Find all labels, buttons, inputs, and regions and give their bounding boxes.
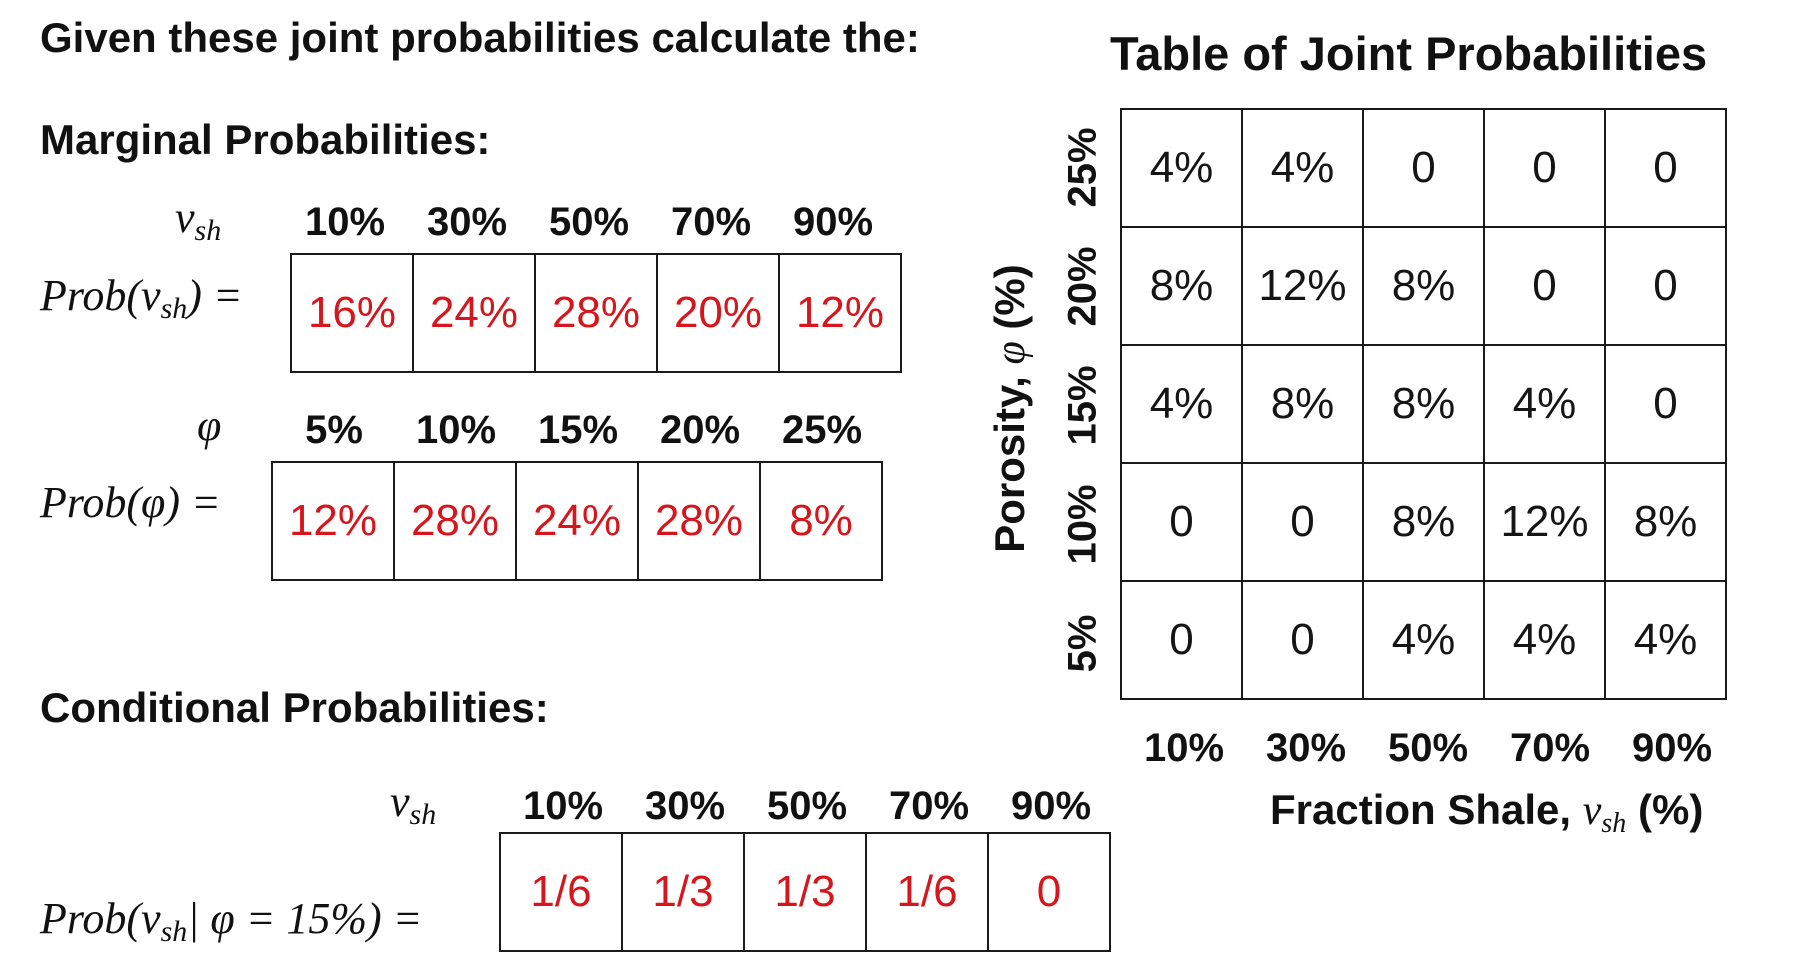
phi-marginal-table: 12% 28% 24% 28% 8% [271,461,883,581]
cond-header: 90% [1010,784,1092,828]
conditional-cell: 1/3 [621,832,745,952]
joint-cell: 4% [1604,580,1727,700]
joint-cell: 0 [1483,108,1606,228]
phi-symbol: φ [197,401,222,450]
x-tick: 50% [1387,726,1469,770]
conditional-cell: 1/6 [865,832,989,952]
joint-cell: 4% [1483,580,1606,700]
marginal-heading: Marginal Probabilities: [40,116,491,163]
vsh-header: 90% [792,200,874,244]
joint-cell: 8% [1604,462,1727,582]
vsh-marginal-table: 16% 24% 28% 20% 12% [290,253,902,373]
cond-vsh-symbol: vsh [390,777,437,831]
cond-header: 50% [766,784,848,828]
phi-header: 20% [659,408,741,452]
cond-header: 30% [644,784,726,828]
joint-cell: 4% [1120,344,1243,464]
joint-y-axis-label: Porosity, φ (%) [985,263,1034,553]
phi-headers: 5% 10% 15% 20% 25% [273,408,883,453]
y-tick: 25% [1060,127,1105,208]
x-tick: 90% [1631,726,1713,770]
joint-cell: 12% [1241,226,1364,346]
vsh-marginal-cell: 28% [534,253,658,373]
conditional-table: 1/6 1/3 1/3 1/6 0 [499,832,1111,952]
vsh-prob-label: Prob(vsh) = [40,271,243,325]
phi-marginal-cell: 28% [393,461,517,581]
y-tick: 20% [1060,246,1105,327]
phi-header: 15% [537,408,619,452]
cond-header: 70% [888,784,970,828]
joint-y-ticks: 25% 20% 15% 10% 5% [1054,108,1112,703]
phi-marginal-cell: 8% [759,461,883,581]
x-tick: 70% [1509,726,1591,770]
phi-marginal-cell: 28% [637,461,761,581]
vsh-marginal-cell: 16% [290,253,414,373]
cond-prob-label: Prob(vsh| φ = 15%) = [40,894,423,948]
vsh-symbol: vsh [175,193,222,247]
conditional-heading: Conditional Probabilities: [40,684,549,731]
cond-headers: 10% 30% 50% 70% 90% [502,784,1112,829]
joint-cell: 4% [1120,108,1243,228]
joint-cell: 8% [1241,344,1364,464]
phi-header: 5% [305,408,363,452]
joint-row: 8% 12% 8% 0 0 [1120,226,1727,346]
y-tick: 15% [1060,365,1105,446]
joint-row: 4% 4% 0 0 0 [1120,108,1727,228]
phi-marginal-cell: 24% [515,461,639,581]
x-tick: 10% [1143,726,1225,770]
joint-cell: 0 [1120,580,1243,700]
joint-x-axis-label: Fraction Shale, vsh (%) [1270,786,1704,839]
vsh-marginal-cell: 12% [778,253,902,373]
joint-x-ticks: 10% 30% 50% 70% 90% [1123,726,1733,771]
joint-cell: 0 [1604,108,1727,228]
vsh-header: 30% [426,200,508,244]
joint-title: Table of Joint Probabilities [1110,27,1708,80]
x-tick: 30% [1265,726,1347,770]
vsh-headers: 10% 30% 50% 70% 90% [284,200,894,245]
y-tick: 10% [1060,484,1105,565]
joint-cell: 0 [1604,344,1727,464]
joint-cell: 0 [1120,462,1243,582]
y-tick: 5% [1060,614,1105,673]
joint-cell: 8% [1362,344,1485,464]
phi-marginal-cell: 12% [271,461,395,581]
joint-cell: 8% [1120,226,1243,346]
joint-row: 0 0 4% 4% 4% [1120,580,1727,700]
vsh-marginal-cell: 20% [656,253,780,373]
joint-row: 4% 8% 8% 4% 0 [1120,344,1727,464]
vsh-header: 50% [548,200,630,244]
joint-cell: 0 [1241,580,1364,700]
conditional-cell: 1/3 [743,832,867,952]
cond-header: 10% [522,784,604,828]
conditional-cell: 1/6 [499,832,623,952]
phi-header: 25% [781,408,863,452]
joint-cell: 4% [1483,344,1606,464]
joint-cell: 0 [1483,226,1606,346]
joint-cell: 0 [1362,108,1485,228]
phi-prob-label: Prob(φ) = [40,478,221,527]
joint-cell: 0 [1241,462,1364,582]
vsh-header: 10% [304,200,386,244]
joint-cell: 8% [1362,226,1485,346]
vsh-header: 70% [670,200,752,244]
conditional-cell: 0 [987,832,1111,952]
joint-cell: 4% [1362,580,1485,700]
prompt-text: Given these joint probabilities calculat… [40,14,920,61]
joint-cell: 12% [1483,462,1606,582]
phi-header: 10% [415,408,497,452]
joint-table: 4% 4% 0 0 0 8% 12% 8% 0 0 4% 8% 8% 4% 0 … [1120,108,1727,700]
joint-row: 0 0 8% 12% 8% [1120,462,1727,582]
joint-cell: 0 [1604,226,1727,346]
vsh-marginal-cell: 24% [412,253,536,373]
joint-cell: 8% [1362,462,1485,582]
joint-cell: 4% [1241,108,1364,228]
